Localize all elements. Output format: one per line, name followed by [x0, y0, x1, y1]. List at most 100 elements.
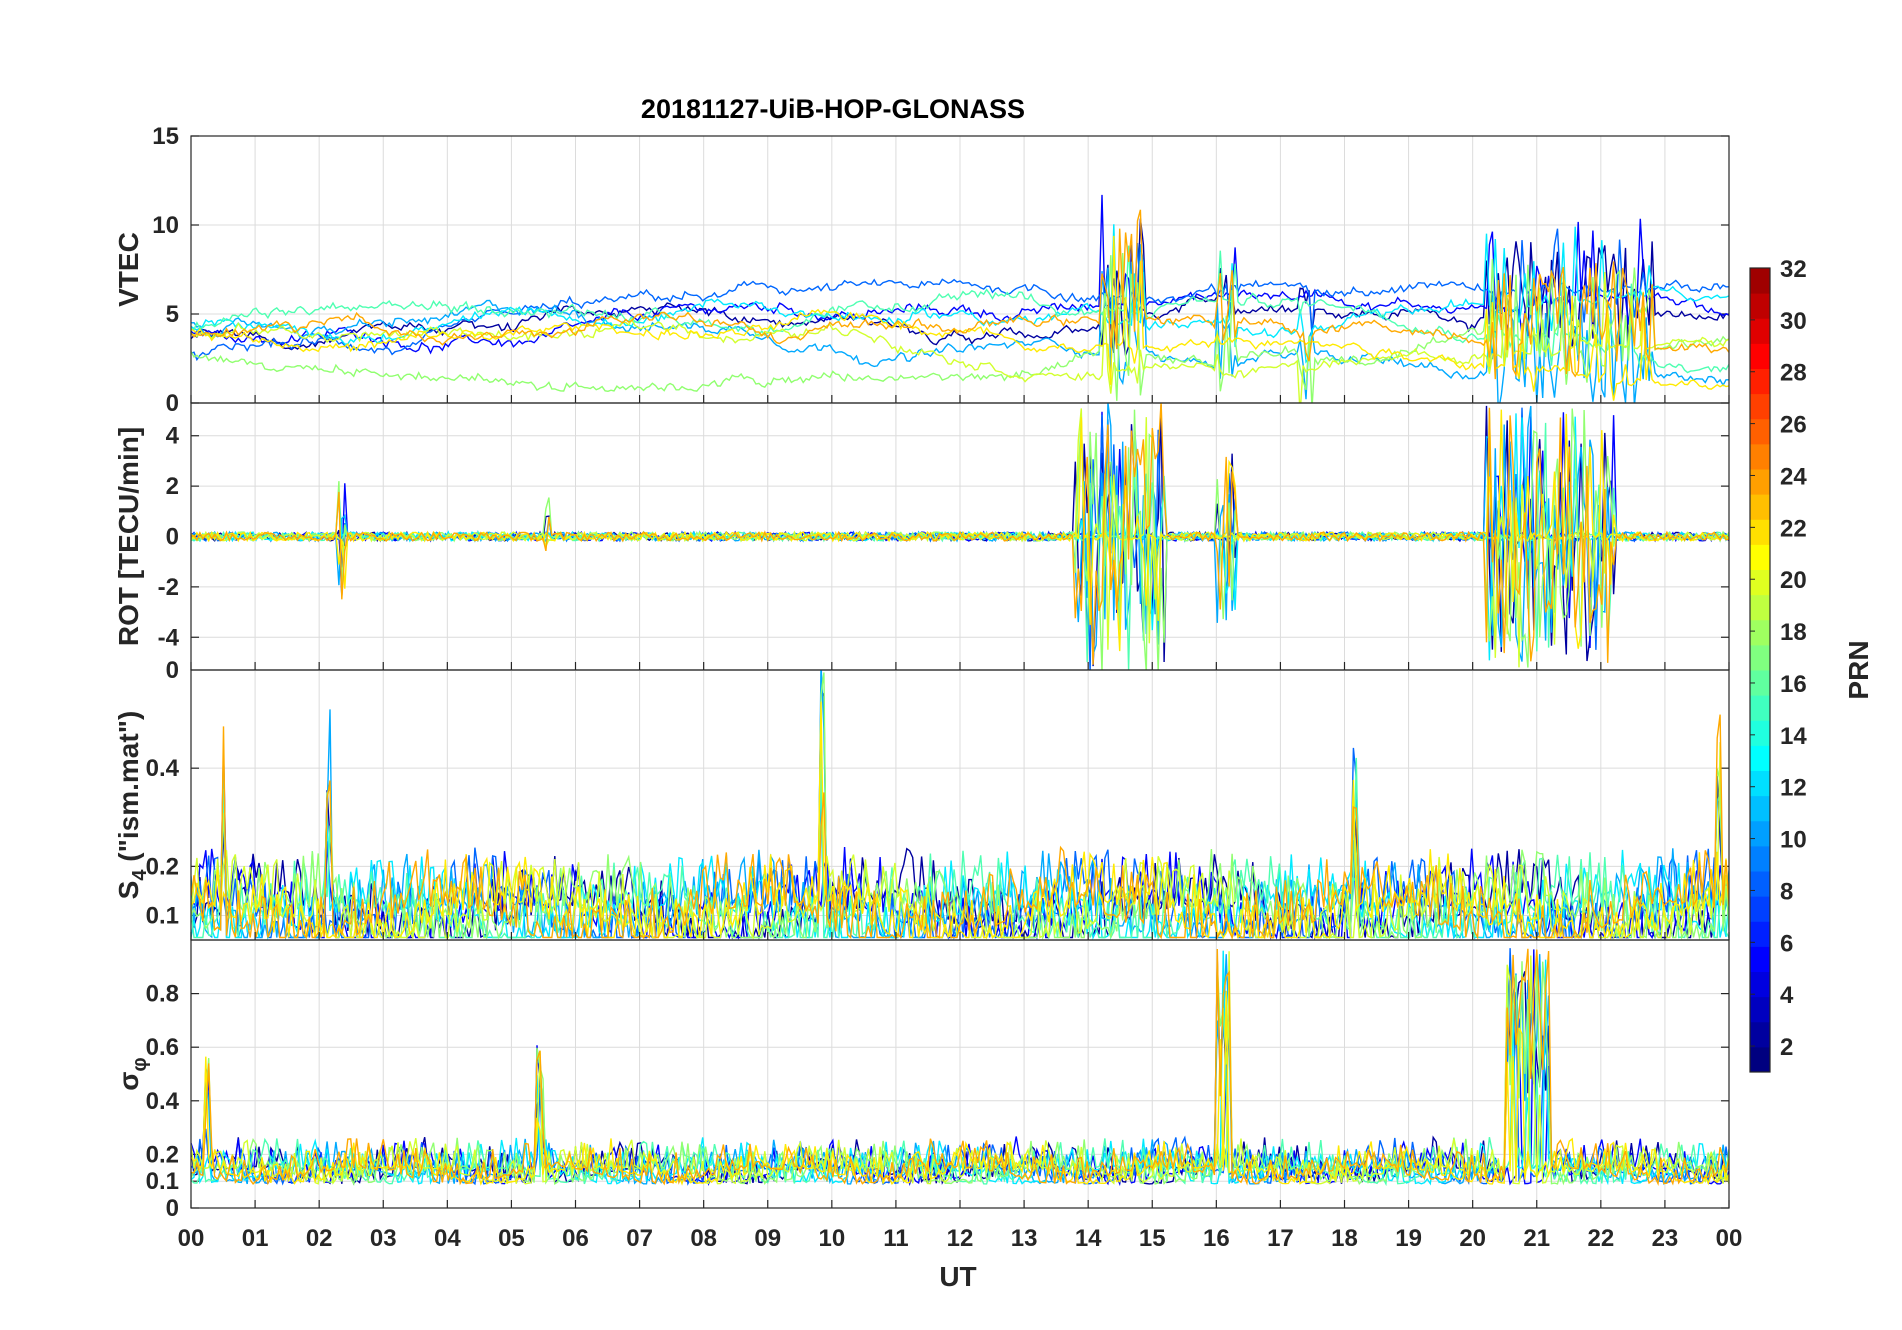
colorbar-tick-label: 6: [1780, 930, 1793, 957]
x-tick-label: 09: [754, 1225, 781, 1252]
series-group: [191, 194, 1729, 403]
series-line-prn-23: [191, 714, 1729, 940]
colorbar-segment: [1750, 494, 1770, 520]
x-tick-label: 17: [1267, 1225, 1294, 1252]
x-tick-label: 21: [1523, 1225, 1550, 1252]
colorbar-segment: [1750, 670, 1770, 696]
series-line-prn-5: [191, 194, 1729, 355]
colorbar-segment: [1750, 569, 1770, 596]
x-tick-label: 10: [818, 1225, 845, 1252]
colorbar-segment: [1750, 268, 1770, 294]
colorbar-tick-label: 24: [1780, 463, 1807, 490]
colorbar-segment: [1750, 1021, 1770, 1048]
colorbar-segment: [1750, 996, 1770, 1023]
y-axis-label-sigma_phi: σφ: [113, 1057, 151, 1090]
y-tick-label: 5: [166, 301, 179, 328]
x-tick-label: 00: [1716, 1225, 1743, 1252]
colorbar-segment: [1750, 1046, 1770, 1073]
series-line-prn-21: [191, 235, 1729, 401]
x-tick-label: 22: [1587, 1225, 1614, 1252]
colorbar-tick-label: 2: [1780, 1034, 1793, 1061]
colorbar-tick-label: 4: [1780, 982, 1794, 1009]
series-line-prn-12: [191, 224, 1729, 364]
series-line-prn-2: [191, 218, 1729, 356]
colorbar-tick-label: 20: [1780, 567, 1807, 594]
colorbar-segment: [1750, 644, 1770, 671]
y-axis-label-rot: ROT [TECU/min]: [113, 427, 144, 646]
x-tick-label: 20: [1459, 1225, 1486, 1252]
x-tick-label: 08: [690, 1225, 717, 1252]
series-line-prn-23: [191, 403, 1729, 665]
y-tick-label: 15: [152, 123, 179, 150]
series-group: [191, 948, 1729, 1187]
y-tick-label: 0.8: [146, 981, 179, 1008]
colorbar-segment: [1750, 544, 1770, 570]
colorbar-segment: [1750, 971, 1770, 998]
y-tick-label: -2: [158, 574, 179, 601]
panel-rot: -4 -2 0 2 4 ROT [TECU/min]: [113, 402, 1730, 671]
y-tick-label: 0: [166, 390, 179, 417]
colorbar-tick-label: 28: [1780, 360, 1807, 387]
series-line-prn-21: [191, 990, 1729, 1186]
x-axis-label: UT: [939, 1261, 976, 1292]
colorbar-segment: [1750, 745, 1770, 771]
colorbar-tick-label: 26: [1780, 412, 1807, 439]
y-tick-label: 0.4: [146, 755, 180, 782]
colorbar-segment: [1750, 619, 1770, 646]
colorbar-tick-label: 14: [1780, 723, 1807, 750]
colorbar-segment: [1750, 845, 1770, 872]
y-tick-label: 0.4: [146, 1088, 180, 1115]
x-tick-label: 04: [434, 1225, 461, 1252]
colorbar-segment: [1750, 946, 1770, 972]
y-tick-label: 4: [166, 423, 180, 450]
series-line-prn-23: [191, 948, 1729, 1186]
x-tick-label: 06: [562, 1225, 589, 1252]
colorbar-segment: [1750, 820, 1770, 847]
series-line-prn-21: [191, 701, 1729, 940]
y-tick-label: 10: [152, 212, 179, 239]
x-tick-label: 16: [1203, 1225, 1230, 1252]
chart-title: 20181127-UiB-HOP-GLONASS: [641, 94, 1025, 124]
colorbar-segment: [1750, 695, 1770, 721]
y-tick-label: 0.2: [146, 1141, 179, 1168]
colorbar-segment: [1750, 871, 1770, 897]
series-group: [191, 403, 1729, 670]
x-tick-label: 13: [1011, 1225, 1038, 1252]
x-tick-label: 01: [242, 1225, 269, 1252]
colorbar-tick-label: 12: [1780, 775, 1807, 802]
y-axis-label-vtec: VTEC: [113, 232, 144, 307]
colorbar-tick-label: 16: [1780, 671, 1807, 698]
y-tick-label: 2: [166, 473, 179, 500]
colorbar-tick-label: 10: [1780, 827, 1807, 854]
colorbar-tick-label: 18: [1780, 619, 1807, 646]
y-tick-label: 0.1: [146, 1168, 179, 1195]
panel-vtec: 0 5 10 15 VTEC: [113, 123, 1730, 417]
x-tick-label: 03: [370, 1225, 397, 1252]
y-tick-label: 0.1: [146, 902, 179, 929]
x-tick-label: 23: [1652, 1225, 1679, 1252]
y-tick-label: -4: [158, 624, 180, 651]
y-tick-label: 0: [166, 524, 179, 551]
x-tick-label: 12: [947, 1225, 974, 1252]
colorbar-segment: [1750, 519, 1770, 545]
colorbar-segment: [1750, 896, 1770, 922]
colorbar-tick-label: 30: [1780, 308, 1807, 335]
colorbar-segment: [1750, 318, 1770, 344]
y-tick-label: 0.6: [146, 1034, 179, 1061]
series-line-prn-17: [191, 252, 1729, 403]
series-line-prn-15: [191, 245, 1729, 374]
x-tick-label: 19: [1395, 1225, 1422, 1252]
colorbar-tick-label: 8: [1780, 878, 1793, 905]
colorbar-segment: [1750, 795, 1770, 822]
x-tick-label: 18: [1331, 1225, 1358, 1252]
panel-s4: 0.1 0.2 0.4 0 S4 ("ism.mat"): [113, 657, 1730, 941]
colorbar-segment: [1750, 368, 1770, 395]
colorbar-segment: [1750, 594, 1770, 621]
y-tick-label: 0: [166, 1195, 179, 1222]
series-line-prn-23: [191, 209, 1729, 380]
y-tick-label: 0.2: [146, 853, 179, 880]
colorbar-segment: [1750, 343, 1770, 369]
colorbar-frame: [1749, 267, 1771, 1073]
x-tick-label: 00: [178, 1225, 205, 1252]
